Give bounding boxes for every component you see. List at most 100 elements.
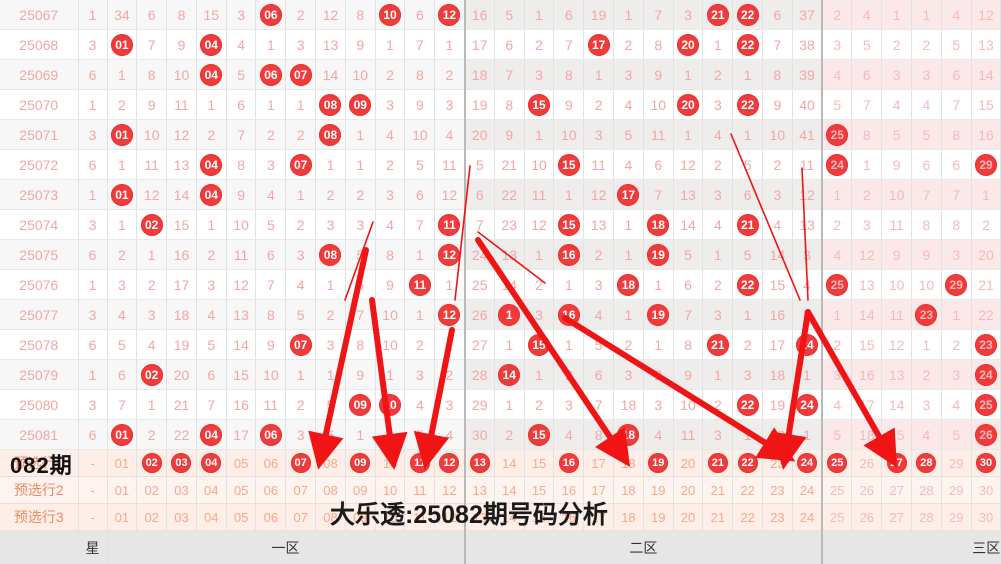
miss-cell[interactable]: 9	[554, 90, 584, 120]
miss-cell[interactable]: 1	[196, 90, 226, 120]
miss-cell[interactable]: 23	[494, 210, 524, 240]
miss-cell[interactable]: 4	[614, 90, 644, 120]
miss-cell[interactable]: 2	[286, 210, 316, 240]
miss-cell[interactable]: 6	[852, 60, 882, 90]
miss-cell[interactable]: 3	[643, 390, 673, 420]
miss-cell[interactable]: 4	[614, 150, 644, 180]
miss-cell[interactable]: 13	[673, 180, 703, 210]
prediction-number[interactable]: 06	[256, 477, 286, 504]
miss-cell[interactable]: 1	[137, 390, 167, 420]
miss-cell[interactable]: 1	[822, 180, 852, 210]
miss-cell[interactable]: 21	[494, 150, 524, 180]
miss-cell[interactable]: 9	[226, 180, 256, 210]
miss-cell[interactable]: 2	[286, 120, 316, 150]
hit-cell[interactable]: 22	[733, 0, 763, 30]
miss-cell[interactable]: 6	[494, 30, 524, 60]
miss-cell[interactable]: 1	[673, 60, 703, 90]
miss-cell[interactable]: 1	[286, 360, 316, 390]
miss-cell[interactable]: 5	[584, 330, 614, 360]
miss-cell[interactable]: 10	[375, 300, 405, 330]
miss-cell[interactable]: 10	[405, 120, 435, 150]
miss-cell[interactable]: 8	[912, 210, 942, 240]
miss-cell[interactable]: 7	[554, 30, 584, 60]
miss-cell[interactable]: 6	[941, 60, 971, 90]
miss-cell[interactable]: 6	[316, 420, 346, 450]
miss-cell[interactable]: 3	[941, 240, 971, 270]
miss-cell[interactable]: 4	[822, 60, 852, 90]
hit-cell[interactable]: 22	[733, 90, 763, 120]
miss-cell[interactable]: 1	[822, 300, 852, 330]
miss-cell[interactable]: 3	[137, 300, 167, 330]
miss-cell[interactable]: 3	[405, 360, 435, 390]
hit-cell[interactable]: 19	[643, 300, 673, 330]
hit-cell[interactable]: 17	[584, 30, 614, 60]
miss-cell[interactable]: 15	[196, 0, 226, 30]
prediction-number[interactable]: 20	[673, 504, 703, 531]
prediction-number[interactable]: 30	[971, 504, 1001, 531]
miss-cell[interactable]: 5	[286, 300, 316, 330]
miss-cell[interactable]: 2	[375, 150, 405, 180]
miss-cell[interactable]: 25	[465, 270, 495, 300]
miss-cell[interactable]: 7	[226, 120, 256, 150]
miss-cell[interactable]: 7	[941, 180, 971, 210]
miss-cell[interactable]: 3	[584, 120, 614, 150]
miss-cell[interactable]: 2	[196, 240, 226, 270]
miss-cell[interactable]: 15	[226, 360, 256, 390]
hit-cell[interactable]: 21	[703, 330, 733, 360]
miss-cell[interactable]: 4	[941, 390, 971, 420]
hit-cell[interactable]: 24	[822, 150, 852, 180]
miss-cell[interactable]: 12	[435, 180, 465, 210]
miss-cell[interactable]: 10	[226, 210, 256, 240]
miss-cell[interactable]: 3	[286, 30, 316, 60]
miss-cell[interactable]: 1	[554, 180, 584, 210]
hit-cell[interactable]: 18	[643, 210, 673, 240]
miss-cell[interactable]: 7	[256, 270, 286, 300]
prediction-selected-number[interactable]: 13	[465, 450, 495, 477]
miss-cell[interactable]: 13	[971, 30, 1001, 60]
miss-cell[interactable]: 3	[614, 360, 644, 390]
prediction-number[interactable]: 18	[614, 450, 644, 477]
miss-cell[interactable]: 22	[494, 180, 524, 210]
miss-cell[interactable]: 12	[316, 0, 346, 30]
miss-cell[interactable]: 10	[554, 120, 584, 150]
miss-cell[interactable]: 5	[345, 240, 375, 270]
miss-cell[interactable]: 10	[643, 90, 673, 120]
prediction-selected-number[interactable]: 24	[792, 450, 822, 477]
hit-cell[interactable]: 04	[196, 150, 226, 180]
prediction-number[interactable]: 13	[465, 477, 495, 504]
miss-cell[interactable]: 5	[196, 330, 226, 360]
miss-cell[interactable]: 19	[167, 330, 197, 360]
miss-cell[interactable]: 13	[167, 150, 197, 180]
miss-cell[interactable]: 9	[643, 60, 673, 90]
miss-cell[interactable]: 16	[763, 300, 793, 330]
miss-cell[interactable]: 11	[137, 150, 167, 180]
miss-cell[interactable]: 3	[435, 390, 465, 420]
miss-cell[interactable]: 1	[703, 360, 733, 390]
miss-cell[interactable]: 8	[673, 330, 703, 360]
miss-cell[interactable]: 12	[852, 240, 882, 270]
miss-cell[interactable]: 1	[107, 210, 137, 240]
miss-cell[interactable]: 8	[375, 240, 405, 270]
miss-cell[interactable]: 13	[226, 300, 256, 330]
miss-cell[interactable]: 1	[733, 420, 763, 450]
miss-cell[interactable]: 1	[912, 0, 942, 30]
prediction-number[interactable]: 09	[345, 477, 375, 504]
miss-cell[interactable]: 18	[852, 420, 882, 450]
miss-cell[interactable]: 12	[524, 210, 554, 240]
miss-cell[interactable]: 13	[494, 240, 524, 270]
prediction-number[interactable]: 02	[137, 504, 167, 531]
miss-cell[interactable]: 4	[435, 120, 465, 150]
miss-cell[interactable]: 8	[226, 150, 256, 180]
miss-cell[interactable]: 4	[584, 300, 614, 330]
hit-cell[interactable]: 24	[792, 330, 822, 360]
miss-cell[interactable]: 16	[167, 240, 197, 270]
prediction-number[interactable]: 02	[137, 477, 167, 504]
miss-cell[interactable]: 4	[941, 0, 971, 30]
miss-cell[interactable]: 2	[554, 360, 584, 390]
miss-cell[interactable]: 2	[137, 420, 167, 450]
miss-cell[interactable]: 2	[584, 240, 614, 270]
miss-cell[interactable]: 17	[465, 30, 495, 60]
prediction-number[interactable]: 27	[882, 477, 912, 504]
miss-cell[interactable]: 24	[465, 240, 495, 270]
